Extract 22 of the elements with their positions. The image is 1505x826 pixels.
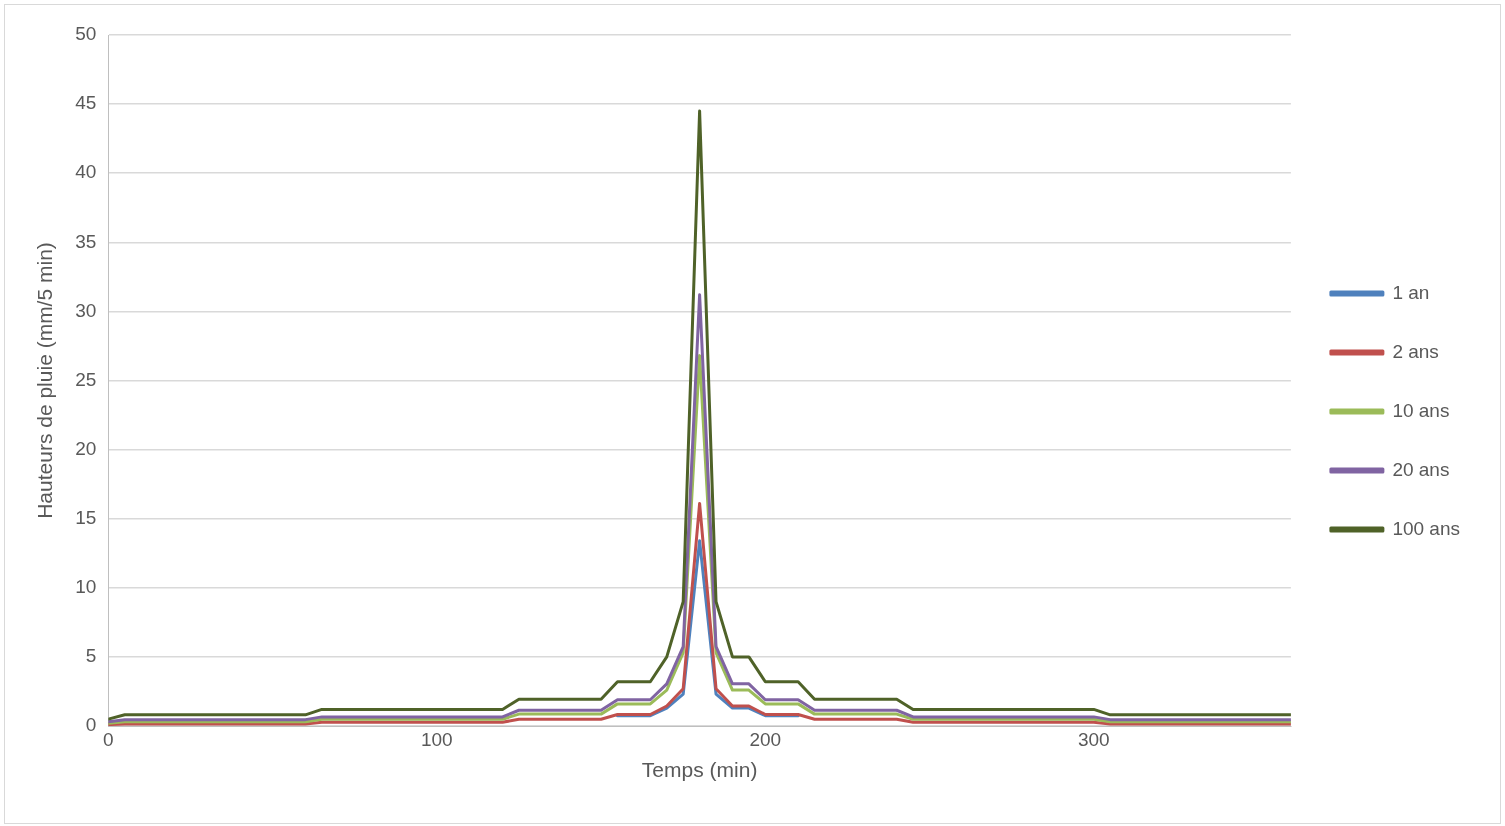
y-tick-label: 40	[75, 161, 97, 183]
y-tick-label: 30	[75, 299, 97, 321]
x-tick-label: 200	[749, 728, 782, 750]
y-tick-label: 45	[75, 92, 97, 114]
y-tick-label: 15	[75, 506, 97, 528]
x-tick-label: 100	[420, 728, 453, 750]
y-tick-label: 50	[75, 23, 97, 45]
y-tick-label: 10	[75, 576, 97, 598]
y-tick-label: 25	[75, 368, 97, 390]
y-tick-label: 0	[85, 714, 97, 736]
legend-label: 100 ans	[1392, 517, 1461, 539]
y-tick-label: 20	[75, 437, 97, 459]
y-tick-label: 35	[75, 230, 97, 252]
legend-label: 10 ans	[1392, 399, 1450, 421]
y-axis-title: Hauteurs de pluie (mm/5 min)	[33, 242, 57, 519]
x-tick-label: 300	[1077, 728, 1110, 750]
x-tick-label: 0	[103, 728, 114, 750]
x-axis-title: Temps (min)	[641, 758, 758, 782]
legend-label: 2 ans	[1392, 340, 1439, 362]
legend-label: 20 ans	[1392, 458, 1450, 480]
legend-label: 1 an	[1392, 281, 1430, 303]
y-tick-label: 5	[85, 645, 97, 667]
